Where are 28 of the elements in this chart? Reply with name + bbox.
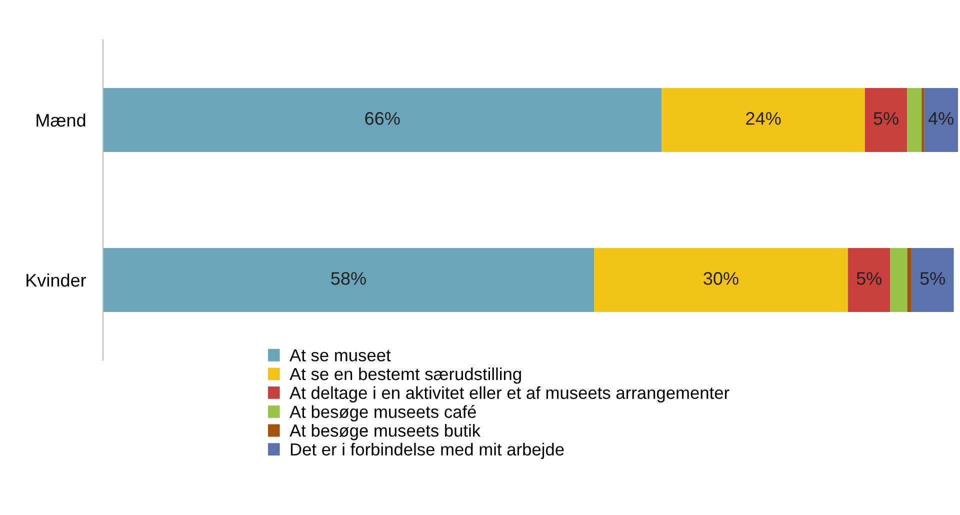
data-label: 4% [928,112,954,125]
bar [907,88,922,152]
data-label: 5% [920,272,946,285]
legend-label: At besøge museets café [290,405,476,422]
legend-label: At besøge museets butik [290,424,481,440]
legend-label: Det er i forbindelse med mit arbejde [290,442,564,460]
bar [890,248,908,312]
bar [848,248,890,312]
legend-label: At se en bestemt særudstilling [290,367,521,384]
bar [103,248,594,312]
bar [864,88,908,152]
bar [594,248,848,312]
legend-label: At se museet [290,349,391,362]
data-label: 24% [746,112,781,125]
bar [103,88,662,152]
bar [924,88,958,152]
bar [922,88,924,152]
data-label: 5% [874,112,898,125]
bar [662,88,865,152]
bar [907,248,912,312]
y-tick-label: Mænd [36,113,86,127]
legend-label: At deltage i en aktivitet eller et af museets arrangementer [290,386,730,402]
bar [911,248,954,312]
data-label: 5% [856,272,882,285]
data-label: 66% [365,112,400,125]
y-tick-label: Kvinder [26,273,86,287]
data-label: 30% [704,272,738,285]
data-label: 58% [331,272,366,285]
